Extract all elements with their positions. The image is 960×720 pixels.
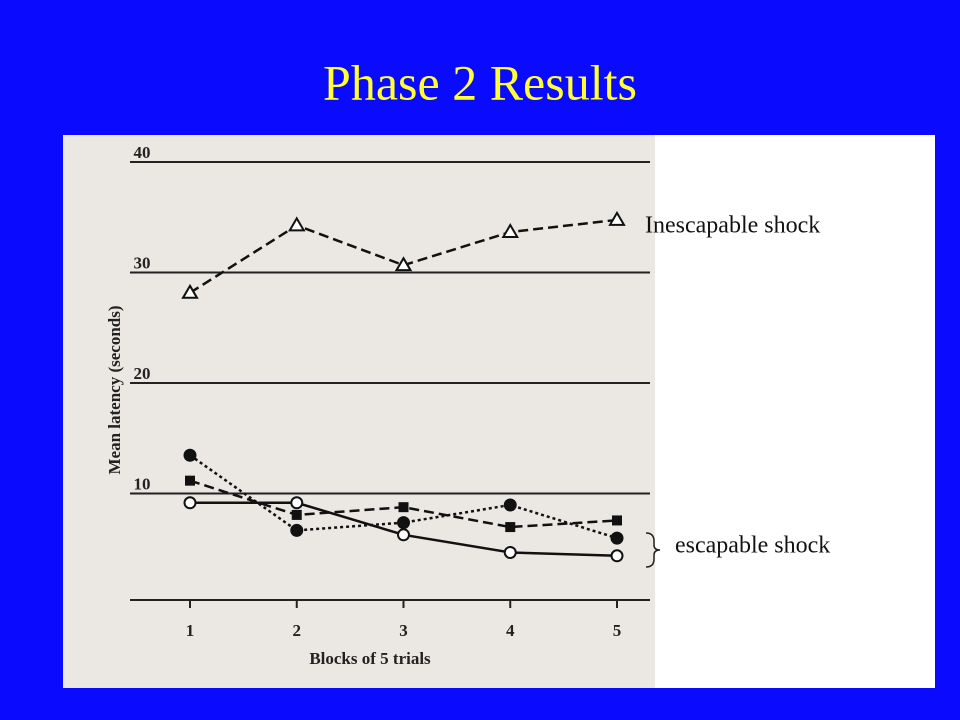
- y-tick-label: 20: [134, 364, 151, 383]
- y-tick-label: 10: [134, 474, 151, 493]
- y-tick-label: 40: [134, 143, 151, 162]
- slide-title: Phase 2 Results: [323, 54, 637, 110]
- brace: [645, 532, 661, 568]
- marker: [612, 515, 622, 526]
- y-axis-label: Mean latency (seconds): [105, 305, 124, 474]
- annotation: escapable shock: [675, 533, 830, 559]
- marker: [185, 475, 195, 486]
- marker: [505, 522, 516, 533]
- marker: [397, 528, 410, 542]
- x-tick-label: 5: [613, 621, 622, 640]
- marker: [397, 516, 410, 530]
- x-tick-label: 2: [293, 621, 302, 640]
- x-axis-label: Blocks of 5 trials: [309, 649, 431, 668]
- marker: [398, 502, 409, 513]
- marker: [610, 549, 624, 563]
- marker: [608, 210, 626, 226]
- scan-area: [63, 135, 655, 688]
- marker: [290, 496, 304, 510]
- x-tick-label: 1: [186, 621, 195, 640]
- marker: [290, 523, 304, 537]
- marker: [183, 496, 197, 510]
- marker: [501, 223, 519, 239]
- marker: [288, 216, 306, 232]
- marker: [291, 509, 302, 520]
- marker: [610, 531, 624, 545]
- marker: [394, 256, 413, 272]
- y-tick-label: 30: [134, 253, 151, 272]
- marker: [503, 545, 517, 559]
- x-tick-label: 3: [399, 621, 408, 640]
- x-tick-label: 4: [506, 621, 515, 640]
- marker: [181, 283, 199, 299]
- series-label: Inescapable shock: [645, 213, 820, 239]
- marker: [503, 498, 517, 512]
- marker: [183, 448, 197, 462]
